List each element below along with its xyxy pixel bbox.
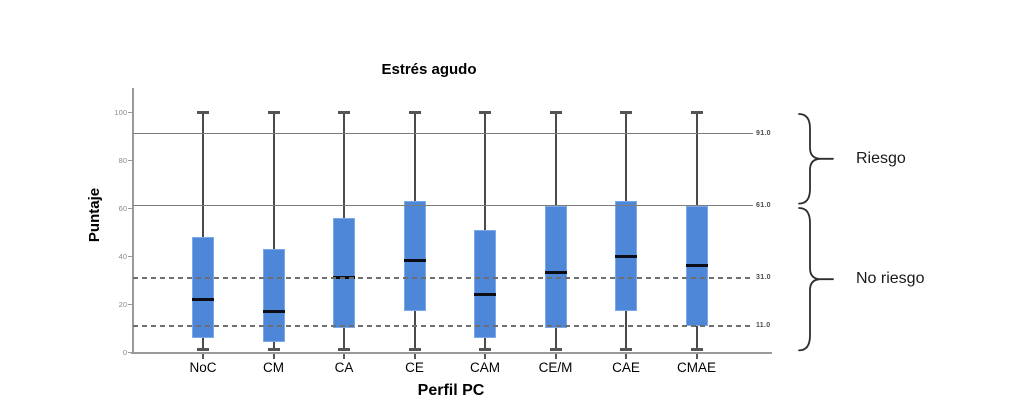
- box-cm: [262, 248, 285, 343]
- x-tick-mark-cam: [484, 354, 486, 359]
- reference-line-31.0: [133, 276, 753, 279]
- y-axis-title: Puntaje: [86, 187, 103, 243]
- risk-zone-label-no-riesgo: No riesgo: [856, 269, 925, 287]
- reference-line-11.0: [133, 324, 753, 327]
- y-tick-mark: [128, 256, 133, 257]
- whisker-cap-top-cm: [267, 111, 280, 114]
- y-tick-mark: [128, 208, 133, 209]
- x-category-label-noc: NoC: [189, 360, 217, 375]
- box-cam: [474, 229, 496, 338]
- whisker-cap-top-ce-m: [549, 111, 562, 114]
- y-tick-label: 20: [118, 300, 127, 309]
- y-tick-label: 0: [122, 348, 127, 357]
- x-category-label-ce: CE: [405, 360, 424, 375]
- brace-no-riesgo: [798, 206, 834, 351]
- median-line-cmae: [685, 264, 708, 268]
- median-line-cam: [474, 292, 496, 296]
- median-line-cm: [262, 309, 285, 313]
- median-line-ce-m: [544, 271, 567, 275]
- whisker-cap-top-cam: [479, 111, 491, 114]
- y-tick-mark: [128, 304, 133, 305]
- whisker-cap-bottom-noc: [197, 348, 209, 351]
- y-tick-label: 60: [118, 204, 127, 213]
- x-category-label-cam: CAM: [470, 360, 500, 375]
- x-axis-line: [131, 352, 772, 354]
- median-line-cae: [615, 254, 637, 258]
- box-ce: [403, 200, 426, 312]
- whisker-cap-top-cae: [620, 111, 632, 114]
- x-tick-mark-cm: [272, 354, 275, 359]
- whisker-cap-top-noc: [197, 111, 209, 114]
- x-category-label-cmae: CMAE: [676, 360, 716, 375]
- reference-line-label-31.0: 31.0: [756, 273, 771, 281]
- whisker-cap-bottom-cm: [267, 348, 280, 351]
- median-line-noc: [192, 297, 214, 301]
- x-axis-title: Perfil PC: [417, 382, 485, 399]
- whisker-cap-bottom-cmae: [690, 348, 703, 351]
- x-tick-mark-ce: [413, 354, 416, 359]
- risk-zone-label-riesgo: Riesgo: [856, 149, 906, 167]
- y-tick-mark: [128, 112, 133, 113]
- whisker-cap-bottom-ca: [338, 348, 350, 351]
- box-ca: [333, 217, 355, 328]
- y-tick-label: 40: [118, 252, 127, 261]
- whisker-cap-top-cmae: [690, 111, 703, 114]
- x-category-label-ca: CA: [334, 360, 354, 375]
- x-category-label-cae: CAE: [612, 360, 640, 375]
- x-tick-mark-ce-m: [554, 354, 557, 359]
- whisker-cap-bottom-cae: [620, 348, 632, 351]
- x-tick-mark-cmae: [695, 354, 698, 359]
- reference-line-91.0: [133, 132, 753, 135]
- reference-line-label-11.0: 11.0: [756, 321, 771, 329]
- reference-line-61.0: [133, 204, 753, 207]
- whisker-cap-bottom-ce: [408, 348, 421, 351]
- y-tick-mark: [128, 352, 133, 353]
- whisker-cap-bottom-cam: [479, 348, 491, 351]
- box-ce-m: [544, 205, 567, 328]
- x-category-label-ce-m: CE/M: [538, 360, 573, 375]
- whisker-cap-bottom-ce-m: [549, 348, 562, 351]
- reference-line-label-91.0: 91.0: [756, 129, 771, 137]
- y-tick-mark: [128, 160, 133, 161]
- x-tick-mark-ca: [343, 354, 345, 359]
- x-tick-mark-cae: [625, 354, 627, 359]
- reference-line-label-61.0: 61.0: [756, 201, 771, 209]
- whisker-cap-top-ca: [338, 111, 350, 114]
- y-axis-line: [132, 88, 134, 352]
- y-tick-label: 100: [114, 108, 127, 117]
- brace-path-riesgo: [798, 113, 834, 205]
- y-tick-label: 80: [118, 156, 127, 165]
- brace-riesgo: [798, 113, 834, 205]
- box-noc: [192, 236, 214, 338]
- x-tick-mark-noc: [202, 354, 204, 359]
- whisker-cap-top-ce: [408, 111, 421, 114]
- x-category-label-cm: CM: [263, 360, 284, 375]
- whisker-line-cm: [272, 112, 275, 350]
- brace-path-no-riesgo: [798, 206, 834, 351]
- whisker-line-noc: [202, 112, 204, 350]
- median-line-ce: [403, 259, 426, 263]
- chart-title: Estrés agudo: [381, 61, 477, 78]
